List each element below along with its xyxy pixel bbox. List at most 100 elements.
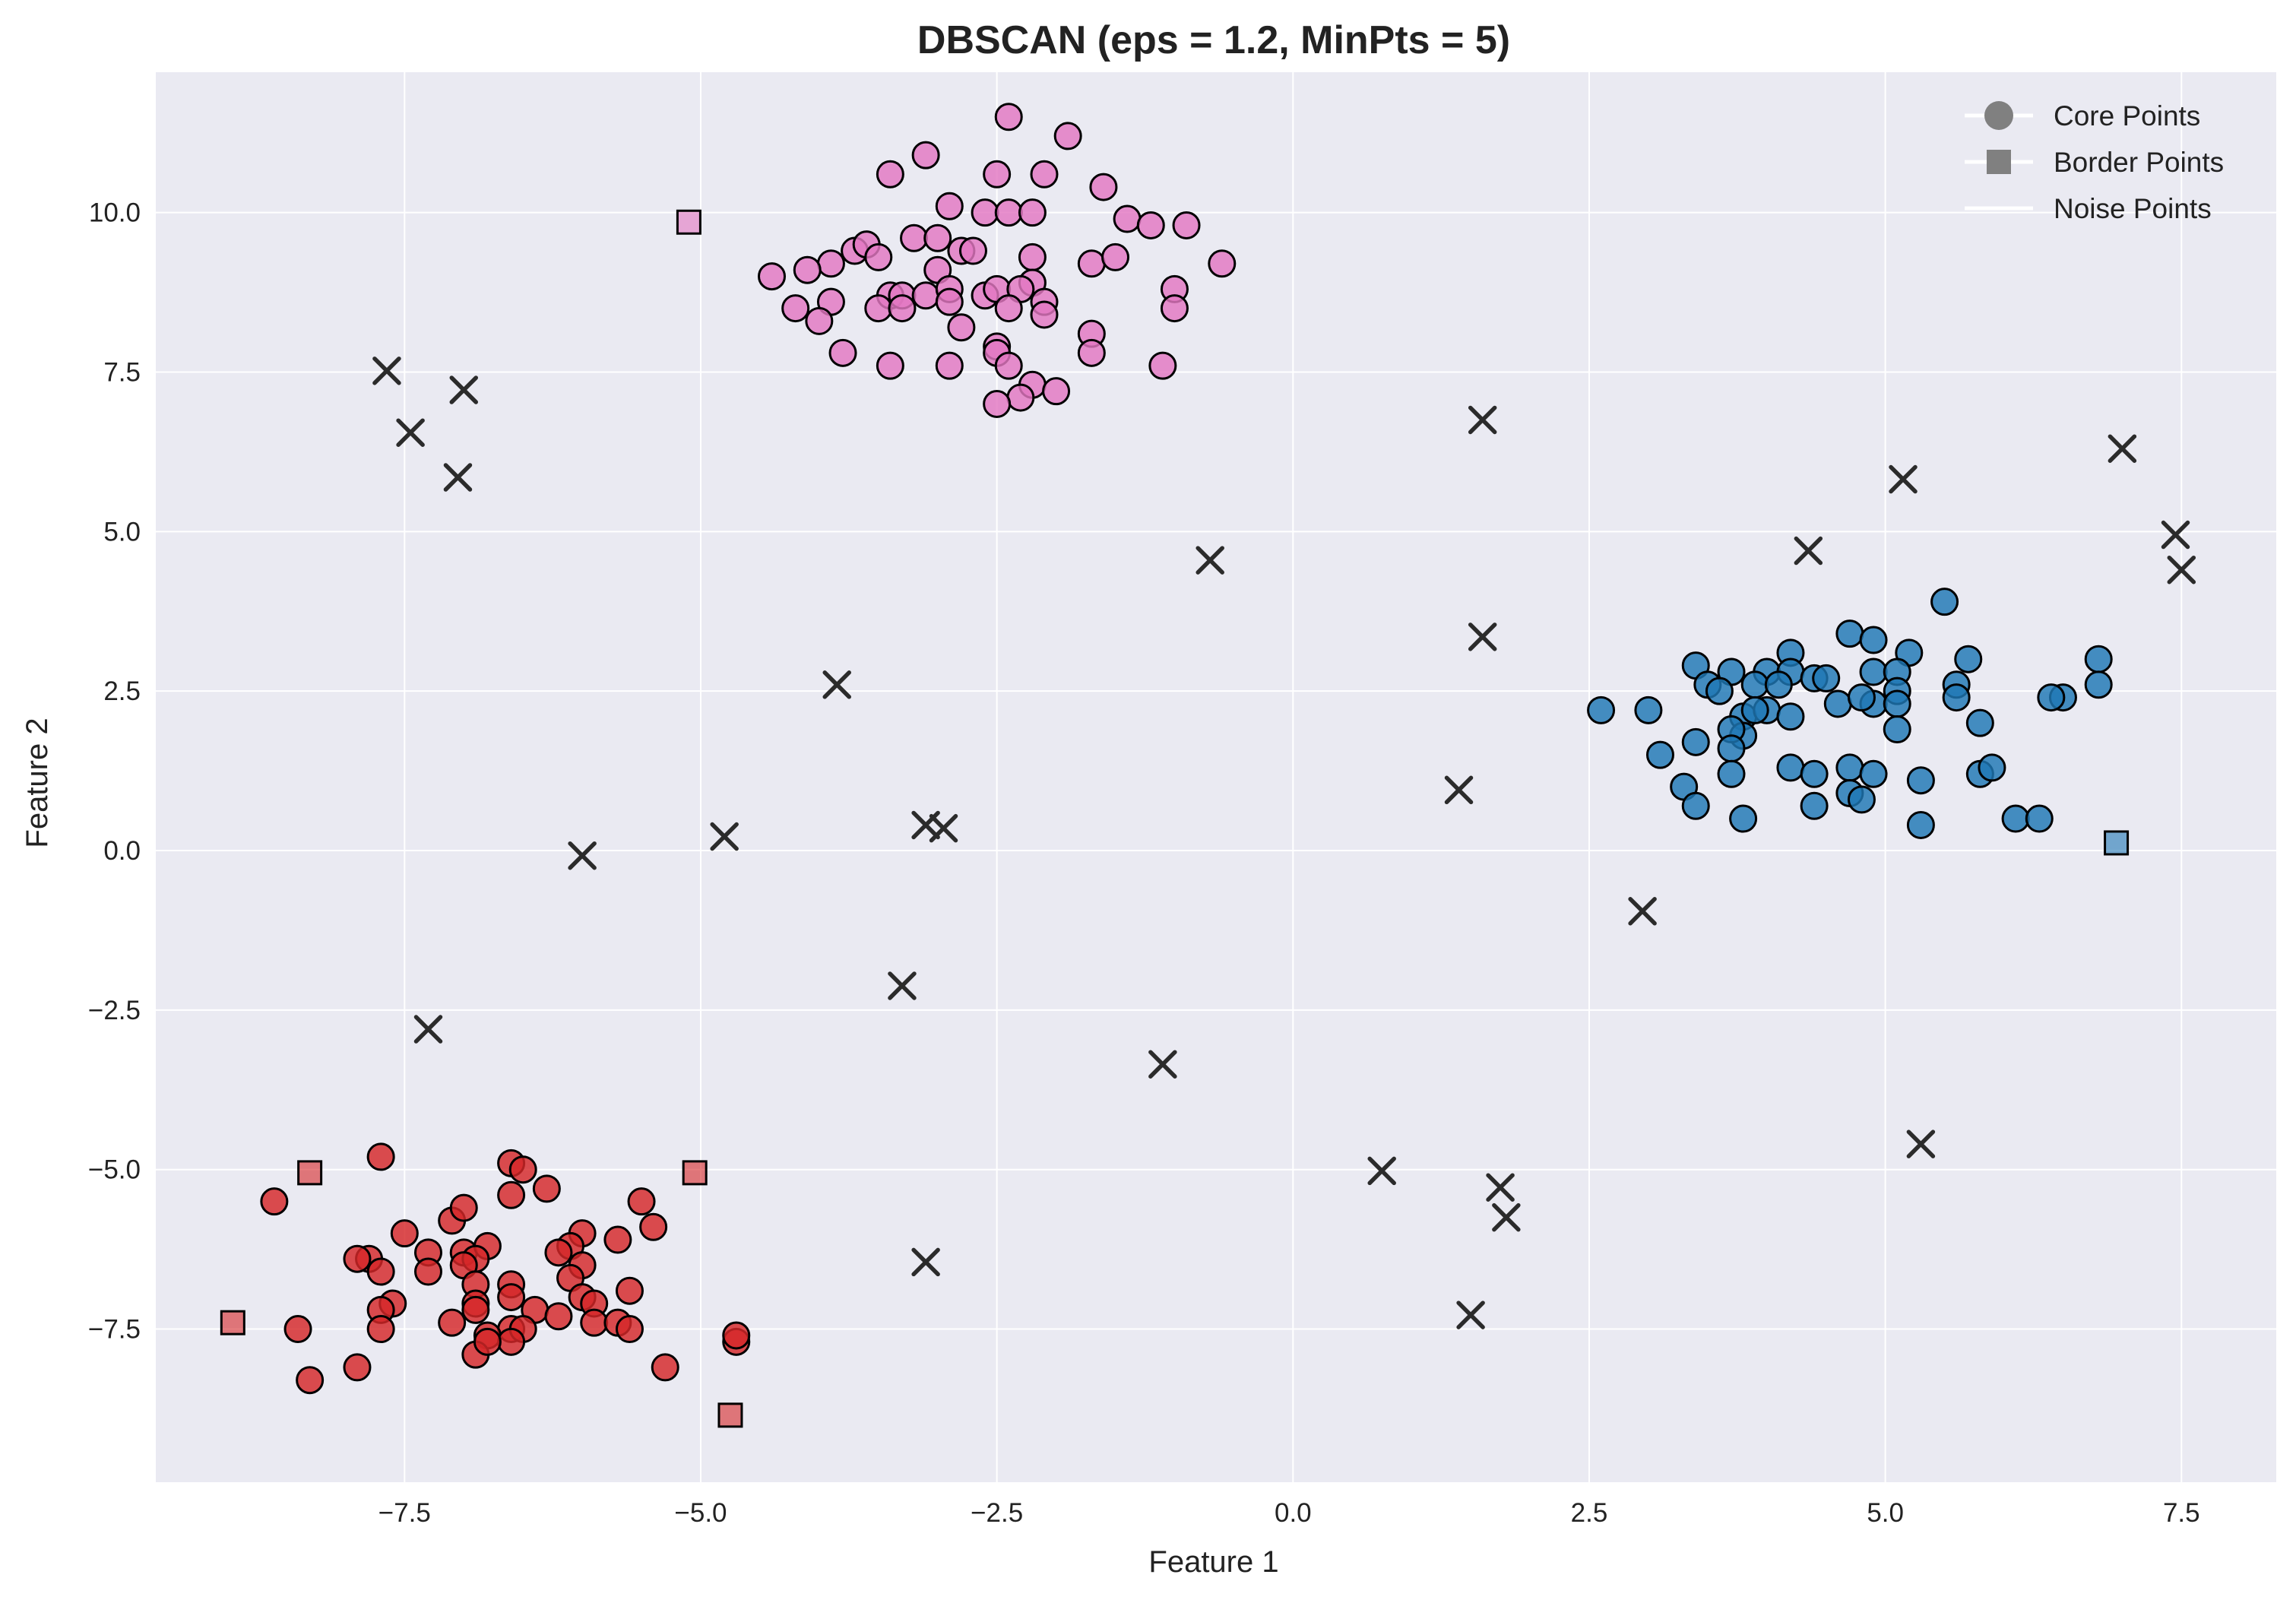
core-point — [1729, 804, 1758, 833]
core-point — [544, 1238, 573, 1267]
core-point — [1717, 734, 1746, 763]
core-point — [1030, 160, 1059, 189]
noise-point — [888, 971, 917, 1000]
border-point — [682, 1160, 708, 1186]
core-point — [615, 1315, 644, 1344]
core-point — [260, 1187, 289, 1216]
core-point — [366, 1257, 395, 1286]
core-point — [1681, 791, 1710, 820]
legend-circle-marker — [1984, 101, 2013, 130]
legend-label: Border Points — [2054, 147, 2224, 178]
core-point — [1634, 695, 1663, 724]
noise-point — [1148, 1050, 1177, 1079]
core-point — [935, 287, 964, 316]
core-point — [1101, 242, 1130, 271]
core-point — [627, 1187, 656, 1216]
core-point — [1812, 664, 1841, 692]
core-point — [1823, 689, 1852, 718]
border-point — [676, 209, 701, 235]
noise-point — [822, 670, 851, 699]
core-point — [722, 1321, 751, 1350]
core-point — [2025, 804, 2054, 833]
core-point — [1172, 211, 1201, 239]
core-point — [544, 1302, 573, 1331]
core-point — [1859, 657, 1888, 686]
core-point — [1930, 588, 1959, 616]
core-point — [413, 1257, 442, 1286]
y-tick-label: −2.5 — [88, 996, 141, 1025]
core-point — [1764, 670, 1793, 699]
core-point — [876, 351, 904, 380]
core-point — [971, 198, 999, 227]
core-point — [911, 281, 940, 310]
core-point — [1705, 676, 1734, 705]
core-point — [1717, 759, 1746, 788]
core-point — [532, 1174, 561, 1203]
core-point — [983, 160, 1012, 189]
core-point — [497, 1283, 526, 1312]
noise-point — [1456, 1301, 1485, 1329]
core-point — [1740, 670, 1769, 699]
core-point — [1681, 727, 1710, 756]
core-point — [366, 1142, 395, 1171]
core-point — [1942, 683, 1971, 712]
noise-point — [2167, 555, 2196, 585]
y-tick-label: 10.0 — [89, 198, 141, 228]
noise-point — [1889, 464, 1918, 494]
core-point — [1587, 695, 1616, 724]
core-point — [1136, 211, 1165, 239]
core-point — [366, 1315, 395, 1344]
noise-point — [1468, 623, 1497, 651]
core-point — [1077, 338, 1106, 367]
border-point — [717, 1402, 743, 1428]
core-point — [651, 1353, 679, 1382]
core-point — [958, 236, 987, 265]
y-tick-label: −5.0 — [88, 1155, 141, 1185]
core-point — [461, 1295, 490, 1324]
noise-points — [372, 356, 2196, 1329]
x-tick-label: −5.0 — [674, 1498, 727, 1528]
legend-label: Noise Points — [2054, 193, 2212, 224]
noise-point — [372, 356, 401, 385]
core-point — [343, 1244, 372, 1273]
core-point — [1160, 294, 1189, 323]
core-point — [1847, 683, 1876, 712]
core-point — [2084, 670, 2113, 699]
core-point — [758, 262, 787, 291]
x-tick-label: 2.5 — [1571, 1498, 1608, 1528]
core-point — [947, 313, 976, 342]
noise-point — [443, 463, 473, 492]
core-point — [935, 192, 964, 220]
core-point — [994, 198, 1023, 227]
y-axis-label: Feature 2 — [21, 718, 54, 848]
x-tick-label: −7.5 — [378, 1498, 431, 1528]
core-point — [639, 1212, 668, 1241]
core-point — [1906, 766, 1935, 795]
noise-point — [1794, 536, 1823, 566]
cluster-points — [220, 103, 2130, 1428]
core-point — [1077, 249, 1106, 278]
legend-square-marker — [1987, 150, 2011, 174]
y-axis-ticks: −7.5 −5.0 −2.5 0.0 2.5 5.0 7.5 10.0 — [88, 198, 141, 1345]
core-point — [1954, 645, 1983, 673]
core-point — [994, 351, 1023, 380]
legend: Core Points Border Points Noise Points — [1965, 100, 2224, 224]
core-point — [1883, 689, 1911, 718]
core-point — [1645, 740, 1674, 769]
core-point — [828, 338, 857, 367]
core-point — [935, 351, 964, 380]
x-axis-ticks: −7.5 −5.0 −2.5 0.0 2.5 5.0 7.5 — [378, 1498, 2200, 1528]
gridlines — [156, 72, 2276, 1482]
core-point — [473, 1327, 502, 1356]
core-point — [994, 294, 1023, 323]
core-point — [2084, 645, 2113, 673]
chart-title: DBSCAN (eps = 1.2, MinPts = 5) — [917, 18, 1510, 62]
noise-point — [1906, 1130, 1936, 1158]
noise-point — [1492, 1202, 1521, 1232]
core-point — [1018, 198, 1047, 227]
core-point — [615, 1276, 644, 1305]
core-point — [1030, 300, 1059, 329]
core-point — [1113, 204, 1142, 233]
core-point — [2037, 683, 2066, 712]
